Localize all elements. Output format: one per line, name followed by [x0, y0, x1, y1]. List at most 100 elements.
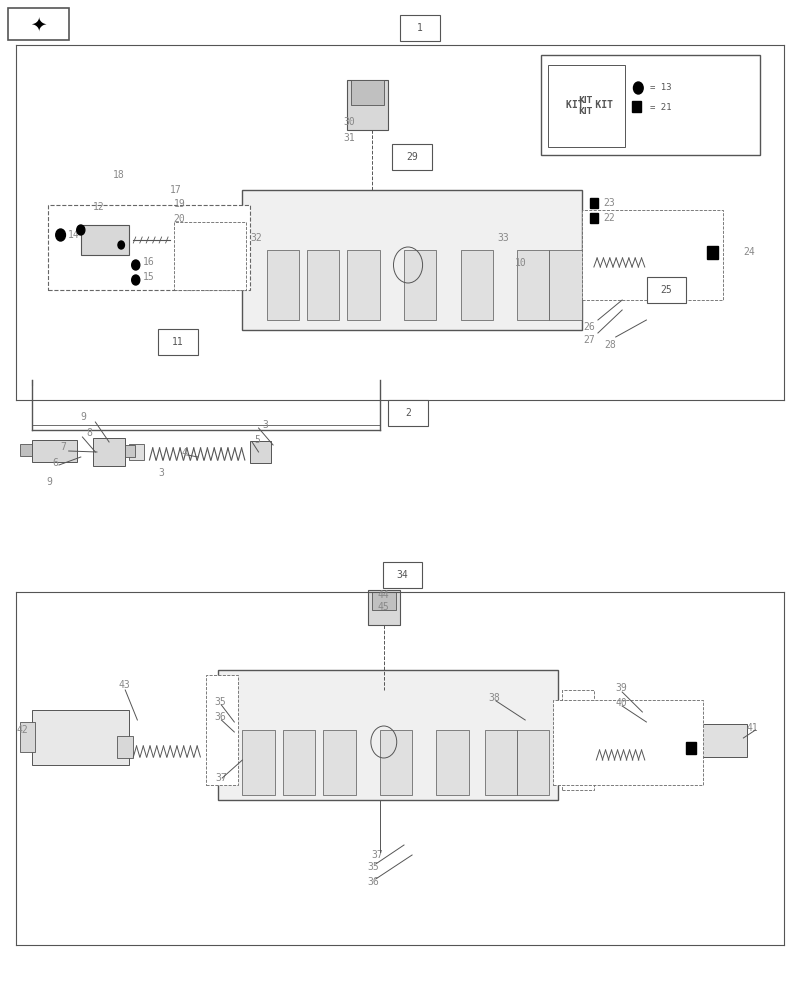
Bar [548, 65, 625, 147]
Text: 35: 35 [368, 862, 380, 872]
Bar [549, 250, 582, 320]
Text: 3: 3 [263, 420, 268, 430]
Text: 1: 1 [417, 23, 423, 33]
Bar [686, 742, 696, 754]
FancyBboxPatch shape [401, 15, 440, 41]
Text: 28: 28 [604, 340, 617, 350]
Text: 19: 19 [174, 199, 186, 209]
Bar [267, 250, 299, 320]
Text: 31: 31 [343, 133, 356, 143]
Bar [485, 730, 517, 795]
Text: 30: 30 [343, 117, 356, 127]
Bar [242, 190, 582, 330]
Bar [8, 8, 69, 40]
Bar [347, 250, 380, 320]
Text: 33: 33 [497, 233, 509, 243]
Text: 11: 11 [172, 337, 183, 347]
Bar [699, 724, 747, 757]
Text: 15: 15 [143, 272, 155, 282]
Text: 34: 34 [397, 570, 408, 580]
FancyBboxPatch shape [393, 144, 431, 170]
Circle shape [118, 241, 124, 249]
Text: = 21: = 21 [650, 103, 672, 111]
Bar [582, 210, 723, 300]
Text: 25: 25 [661, 285, 672, 295]
Circle shape [633, 82, 643, 94]
Bar [683, 225, 707, 265]
Text: 20: 20 [174, 214, 186, 224]
Bar [218, 670, 558, 800]
Text: 36: 36 [214, 712, 226, 722]
Text: 7: 7 [61, 442, 66, 452]
Text: KIT  KIT: KIT KIT [566, 100, 613, 110]
Bar [461, 250, 493, 320]
FancyBboxPatch shape [383, 562, 422, 588]
Circle shape [56, 229, 65, 241]
Text: 43: 43 [119, 680, 131, 690]
Bar [404, 250, 436, 320]
Text: 4: 4 [182, 448, 187, 458]
Text: 44: 44 [377, 590, 389, 600]
Bar [307, 250, 339, 320]
Bar [283, 730, 315, 795]
Text: 18: 18 [113, 170, 125, 180]
Text: 35: 35 [214, 697, 226, 707]
Bar [20, 722, 35, 752]
Bar [323, 730, 356, 795]
Circle shape [132, 260, 140, 270]
Bar [590, 714, 659, 762]
Text: 8: 8 [86, 428, 92, 438]
Text: 9: 9 [81, 412, 86, 422]
Text: 12: 12 [93, 202, 105, 212]
Bar [32, 710, 129, 765]
Bar [32, 440, 77, 462]
Text: 41: 41 [747, 723, 759, 733]
Text: 29: 29 [406, 152, 418, 162]
Bar [708, 245, 718, 258]
Bar [20, 444, 32, 456]
Bar [436, 730, 469, 795]
Bar [590, 198, 598, 208]
Text: 14: 14 [68, 230, 80, 240]
Bar [590, 215, 687, 270]
Text: 2: 2 [405, 408, 411, 418]
Circle shape [77, 225, 85, 235]
Text: 37: 37 [216, 773, 228, 783]
Text: 23: 23 [604, 198, 616, 208]
Text: 42: 42 [16, 725, 28, 735]
Text: 22: 22 [604, 213, 616, 223]
Bar [541, 55, 760, 155]
Bar [129, 444, 144, 460]
Text: KIT
KIT: KIT KIT [579, 96, 593, 116]
Bar [48, 205, 250, 290]
Bar [117, 736, 133, 758]
Text: 16: 16 [143, 257, 155, 267]
Text: 17: 17 [170, 185, 182, 195]
Text: = 13: = 13 [650, 84, 672, 93]
Bar [81, 225, 129, 255]
Bar [206, 675, 238, 785]
Bar [242, 730, 275, 795]
Bar [93, 438, 125, 466]
Text: 32: 32 [250, 233, 263, 243]
Bar [553, 700, 703, 785]
Bar [590, 213, 598, 223]
Bar [368, 590, 400, 625]
Text: 39: 39 [616, 683, 628, 693]
Bar [633, 101, 642, 112]
Text: 38: 38 [489, 693, 501, 703]
Text: 6: 6 [53, 458, 58, 468]
Bar [372, 592, 396, 610]
Bar [351, 80, 384, 105]
Text: ✦: ✦ [31, 15, 47, 34]
Bar [661, 722, 685, 760]
Bar [380, 730, 412, 795]
Text: 45: 45 [377, 602, 389, 612]
Text: 27: 27 [583, 335, 595, 345]
Bar [125, 445, 135, 457]
FancyBboxPatch shape [646, 277, 687, 303]
Bar [174, 222, 246, 290]
Text: 40: 40 [616, 698, 628, 708]
Bar [562, 690, 594, 790]
Text: 36: 36 [368, 877, 380, 887]
